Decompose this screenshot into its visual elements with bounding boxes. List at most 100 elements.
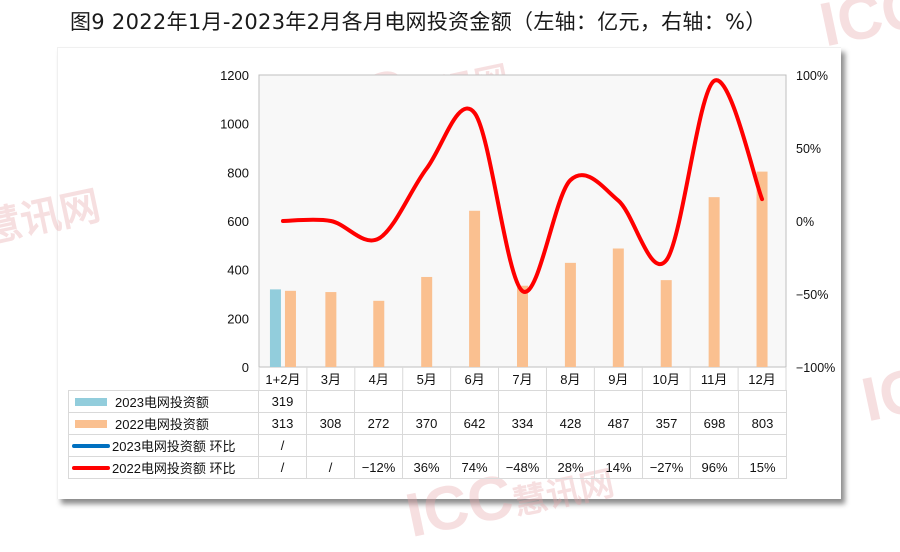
table-cell: 803	[738, 412, 787, 435]
table-cell: 74%	[450, 456, 499, 479]
legend-bar-swatch-icon	[75, 419, 107, 428]
right-tick-label: 100%	[796, 69, 828, 83]
table-cell: 698	[690, 412, 739, 435]
legend-label: 2022电网投资额	[115, 417, 209, 432]
table-cell	[354, 434, 403, 457]
data-table: 2023电网投资额 319 2022电网投资额 313 308 272 370 642 334 4…	[68, 390, 787, 479]
category-label: 12月	[748, 372, 775, 387]
table-cell	[642, 390, 691, 413]
table-row: 2023电网投资额 319	[68, 390, 787, 413]
bar-2022	[564, 262, 576, 367]
bar-2022	[708, 197, 720, 367]
table-cell: 428	[546, 412, 595, 435]
table-cell	[738, 390, 787, 413]
bar-2022	[517, 285, 528, 367]
table-cell	[354, 390, 403, 413]
left-tick-label: 1200	[220, 68, 249, 83]
table-cell: /	[306, 456, 355, 479]
table-cell: 370	[402, 412, 451, 435]
left-tick-label: 600	[227, 214, 249, 229]
category-label: 10月	[652, 372, 679, 387]
table-cell: 313	[258, 412, 307, 435]
table-cell: 14%	[594, 456, 643, 479]
right-tick-label: 0%	[796, 215, 814, 229]
line-series-2022-mom	[280, 78, 765, 294]
category-label: 4月	[369, 372, 389, 387]
table-cell: 487	[594, 412, 643, 435]
table-cell	[594, 390, 643, 413]
left-tick-label: 200	[227, 311, 249, 326]
x-axis-categories: 1+2月 3月 4月 5月 6月 7月 8月 9月 10月 11月 12月	[258, 367, 787, 390]
category-label: 1+2月	[265, 372, 300, 387]
legend-cell: 2023电网投资额 环比	[68, 434, 259, 457]
legend-label: 2022电网投资额 环比	[112, 461, 236, 476]
table-cell: 334	[498, 412, 547, 435]
table-cell: 357	[642, 412, 691, 435]
table-cell	[450, 390, 499, 413]
right-axis: −100% −50% 0% 50% 100%	[796, 69, 835, 375]
table-row: 2022电网投资额 313 308 272 370 642 334 428 487 357 698 8…	[68, 412, 787, 435]
category-label: 8月	[560, 372, 580, 387]
table-cell: 96%	[690, 456, 739, 479]
legend-cell: 2022电网投资额 环比	[68, 456, 259, 479]
bar-2022	[469, 210, 481, 367]
chart-svg: 0 200 400 600 800 1000 1200 −100% −50% 0% 50% 100%…	[220, 68, 835, 390]
left-axis: 0 200 400 600 800 1000 1200	[220, 68, 249, 375]
table-cell	[402, 390, 451, 413]
table-cell	[642, 434, 691, 457]
table-cell	[498, 434, 547, 457]
bar-2022	[284, 290, 296, 367]
table-cell: 15%	[738, 456, 787, 479]
table-cell: −12%	[354, 456, 403, 479]
bar-2022	[660, 280, 672, 367]
table-cell: −48%	[498, 456, 547, 479]
legend-label: 2023电网投资额	[115, 395, 209, 410]
left-tick-label: 1000	[220, 117, 249, 132]
left-tick-label: 400	[227, 263, 249, 278]
bar-2022	[373, 300, 385, 367]
bar-2022	[756, 171, 768, 367]
table-cell: −27%	[642, 456, 691, 479]
legend-cell: 2022电网投资额	[68, 412, 259, 435]
bar-2022	[612, 248, 624, 367]
table-cell	[306, 390, 355, 413]
table-cell	[546, 434, 595, 457]
left-tick-label: 0	[242, 360, 249, 375]
bar-2022	[421, 276, 433, 367]
table-cell	[306, 434, 355, 457]
right-tick-label: −50%	[796, 288, 828, 302]
category-label: 6月	[464, 372, 484, 387]
table-cell: 36%	[402, 456, 451, 479]
table-cell	[450, 434, 499, 457]
table-cell	[690, 434, 739, 457]
table-cell: 28%	[546, 456, 595, 479]
table-cell	[690, 390, 739, 413]
table-cell	[546, 390, 595, 413]
category-label: 5月	[417, 372, 437, 387]
chart-title: 图9 2022年1月-2023年2月各月电网投资金额（左轴：亿元，右轴：%）	[70, 10, 767, 34]
table-cell: 308	[306, 412, 355, 435]
table-cell	[498, 390, 547, 413]
category-label: 3月	[321, 372, 341, 387]
legend-line-swatch-icon	[72, 465, 110, 470]
legend-label: 2023电网投资额 环比	[112, 439, 236, 454]
right-tick-label: 50%	[796, 142, 821, 156]
table-cell: 319	[258, 390, 307, 413]
legend-cell: 2023电网投资额	[68, 390, 259, 413]
table-row: 2022电网投资额 环比 / / −12% 36% 74% −48% 28% 14% −27% 96…	[68, 456, 787, 479]
category-label: 11月	[701, 372, 728, 387]
table-cell: /	[258, 456, 307, 479]
category-label: 9月	[608, 372, 628, 387]
legend-line-swatch-icon	[72, 443, 110, 448]
right-tick-label: −100%	[796, 361, 835, 375]
category-label: 7月	[512, 372, 532, 387]
table-cell: 642	[450, 412, 499, 435]
table-cell	[402, 434, 451, 457]
table-cell: 272	[354, 412, 403, 435]
legend-bar-swatch-icon	[75, 397, 107, 406]
bar-series	[269, 171, 768, 367]
table-cell	[738, 434, 787, 457]
table-cell: /	[258, 434, 307, 457]
left-tick-label: 800	[227, 165, 249, 180]
bar-2022	[325, 292, 337, 367]
